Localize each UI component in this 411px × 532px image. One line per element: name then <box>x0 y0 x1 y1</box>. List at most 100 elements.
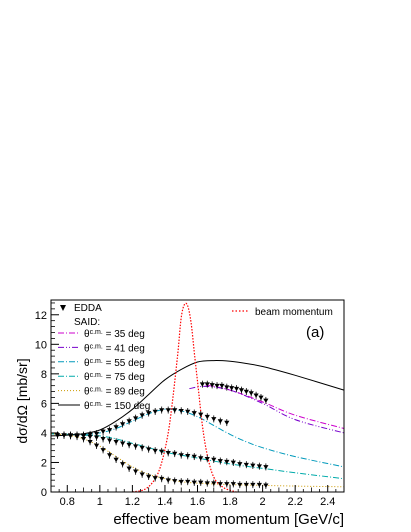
edda-point-89-deg <box>139 470 145 478</box>
beam-legend-label: beam momentum <box>255 307 333 318</box>
edda-point-75-deg <box>107 436 113 444</box>
edda-point-35-deg <box>248 389 254 397</box>
edda-point-55-deg <box>159 406 165 414</box>
edda-point-75-deg <box>191 453 197 461</box>
edda-point-35-deg <box>233 385 240 393</box>
edda-point-75-deg <box>152 447 158 455</box>
edda-point-55-deg <box>224 419 230 427</box>
edda-point-75-deg <box>172 450 178 458</box>
legend-entry-89-deg: θc.m. = 89 deg <box>58 386 145 398</box>
legend-label: θc.m. = 35 deg <box>84 329 145 341</box>
edda-legend-marker <box>60 305 66 311</box>
edda-point-89-deg <box>230 480 236 488</box>
edda-point-89-deg <box>113 456 119 464</box>
edda-point-75-deg <box>93 433 100 441</box>
x-tick-label: 1.8 <box>222 496 237 508</box>
edda-point-89-deg <box>211 479 217 487</box>
edda-point-89-deg <box>185 478 191 486</box>
edda-point-35-deg <box>243 388 249 396</box>
y-tick-label: 4 <box>41 428 47 440</box>
edda-point-75-deg <box>250 461 256 469</box>
x-tick-label: 1.2 <box>125 496 140 508</box>
edda-point-75-deg <box>237 460 243 468</box>
edda-point-75-deg <box>159 447 165 455</box>
edda-point-89-deg <box>61 431 67 439</box>
legend-label: θc.m. = 75 deg <box>84 372 145 384</box>
edda-point-55-deg <box>165 406 171 414</box>
said-curve-41-deg <box>189 385 345 434</box>
legend-label: θc.m. = 150 deg <box>84 401 150 413</box>
edda-point-55-deg <box>211 415 217 423</box>
axis-ticks: 0.8 1 1.2 1.4 1.6 1.8 2 2.2 2.4 0 2 4 6 8 10 12 <box>35 302 345 508</box>
edda-point-89-deg <box>178 478 184 486</box>
edda-point-55-deg <box>172 406 178 414</box>
edda-point-35-deg <box>204 380 210 388</box>
edda-point-75-deg <box>204 455 210 463</box>
y-tick-label: 6 <box>41 398 47 410</box>
x-tick-label: 1.6 <box>190 496 205 508</box>
legend-label: θc.m. = 41 deg <box>84 343 145 355</box>
edda-point-55-deg <box>204 413 210 421</box>
edda-point-35-deg <box>224 383 230 391</box>
edda-point-89-deg <box>93 441 100 449</box>
edda-point-35-deg <box>238 386 245 394</box>
x-tick-label: 2 <box>260 496 266 508</box>
edda-point-55-deg <box>120 420 126 428</box>
edda-point-75-deg <box>263 463 269 471</box>
edda-point-89-deg <box>133 467 139 475</box>
edda-point-35-deg <box>214 382 220 390</box>
said-curves <box>50 360 345 488</box>
edda-point-89-deg <box>243 481 249 489</box>
edda-point-75-deg <box>243 461 249 469</box>
legend-label: θc.m. = 89 deg <box>84 386 145 398</box>
edda-point-35-deg <box>258 393 264 401</box>
edda-point-55-deg <box>113 423 119 431</box>
edda-point-89-deg <box>120 460 126 468</box>
edda-point-75-deg <box>230 458 236 466</box>
edda-point-89-deg <box>263 481 269 489</box>
edda-point-89-deg <box>172 477 178 485</box>
x-tick-label: 2.2 <box>288 496 303 508</box>
x-tick-label: 0.8 <box>60 496 75 508</box>
legend-label: θc.m. = 55 deg <box>84 357 145 369</box>
edda-point-75-deg <box>120 439 126 447</box>
edda-point-35-deg <box>209 381 215 389</box>
beam-legend: beam momentum <box>232 307 333 318</box>
said-curve-150-deg <box>50 360 345 437</box>
edda-point-75-deg <box>224 458 230 466</box>
edda-point-89-deg <box>237 481 243 489</box>
edda-point-89-deg <box>256 481 262 489</box>
x-tick-label: 1 <box>97 496 103 508</box>
edda-point-35-deg <box>253 391 259 399</box>
edda-point-89-deg <box>146 472 152 480</box>
edda-point-55-deg <box>126 417 132 425</box>
edda-point-35-deg <box>229 384 235 392</box>
edda-point-35-deg <box>219 382 225 390</box>
edda-point-55-deg <box>217 417 223 425</box>
edda-point-55-deg <box>133 414 139 422</box>
edda-point-75-deg <box>178 451 184 459</box>
said-legend-entries: θc.m. = 35 deg θc.m. = 41 deg θc.m. = 55 d… <box>58 329 150 413</box>
edda-point-75-deg <box>165 449 171 457</box>
edda-point-89-deg <box>74 433 80 441</box>
said-curve-75-deg <box>50 433 345 480</box>
edda-point-89-deg <box>224 480 230 488</box>
edda-point-35-deg <box>199 380 205 388</box>
edda-point-75-deg <box>217 457 223 465</box>
edda-point-75-deg <box>133 442 139 450</box>
edda-point-89-deg <box>126 464 132 472</box>
y-tick-label: 10 <box>35 339 47 351</box>
edda-point-89-deg <box>250 481 256 489</box>
legend-entry-55-deg: θc.m. = 55 deg <box>58 357 145 369</box>
legend-entry-75-deg: θc.m. = 75 deg <box>58 372 145 384</box>
edda-point-75-deg <box>185 452 191 460</box>
edda-point-89-deg <box>198 478 204 486</box>
edda-point-75-deg <box>211 456 217 464</box>
edda-point-89-deg <box>107 451 113 459</box>
edda-point-75-deg <box>126 441 132 449</box>
edda-point-55-deg <box>100 427 106 435</box>
edda-point-89-deg <box>87 438 93 446</box>
edda-point-55-deg <box>191 409 197 417</box>
edda-point-55-deg <box>198 410 204 418</box>
x-tick-label: 1.4 <box>157 496 172 508</box>
